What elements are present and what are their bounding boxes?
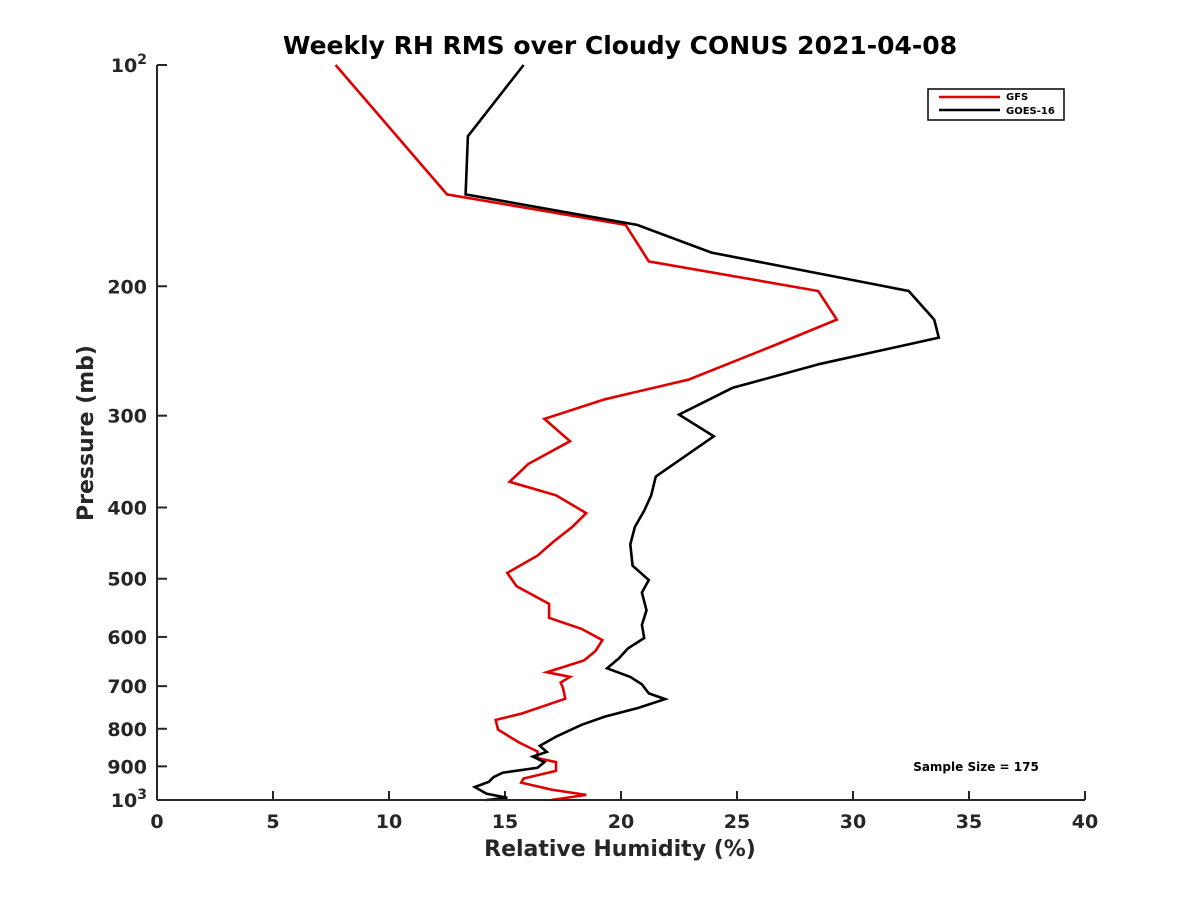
x-tick-label: 35: [956, 811, 982, 833]
x-axis-label: Relative Humidity (%): [484, 837, 756, 862]
x-tick-label: 20: [608, 811, 634, 833]
x-tick-label: 40: [1072, 811, 1098, 833]
legend-box: [927, 88, 1065, 121]
x-tick-label: 5: [266, 811, 279, 833]
y-tick-label: 700: [107, 676, 147, 698]
y-tick-label: 300: [107, 406, 147, 428]
series-line-gfs: [334, 64, 839, 802]
y-tick-label: 400: [107, 498, 147, 520]
x-tick-label: 10: [376, 811, 402, 833]
y-tick-label: 102: [111, 52, 147, 77]
axis-ticks: 0 5 10 15 20 25 30 35 40 102 200 300 400 500 600 700 800…: [107, 52, 1098, 833]
legend-label-gfs: GFS: [1006, 92, 1028, 103]
sample-size-annotation: Sample Size = 175: [913, 760, 1039, 774]
y-tick-label: 500: [107, 569, 147, 591]
y-tick-label: 200: [107, 276, 147, 298]
series-line-goes16: [464, 64, 941, 802]
chart-title: Weekly RH RMS over Cloudy CONUS 2021-04-…: [283, 31, 957, 60]
y-axis-label: Pressure (mb): [74, 345, 99, 521]
y-tick-label: 103: [111, 787, 147, 812]
legend-label-goes16: GOES-16: [1006, 106, 1055, 117]
x-tick-label: 30: [840, 811, 866, 833]
y-tick-label: 800: [107, 719, 147, 741]
x-tick-label: 25: [724, 811, 750, 833]
legend: GFS GOES-16: [927, 88, 1065, 121]
y-tick-label: 600: [107, 627, 147, 649]
series-lines: [334, 64, 941, 802]
x-tick-label: 0: [150, 811, 163, 833]
x-tick-label: 15: [492, 811, 518, 833]
y-tick-label: 900: [107, 756, 147, 778]
